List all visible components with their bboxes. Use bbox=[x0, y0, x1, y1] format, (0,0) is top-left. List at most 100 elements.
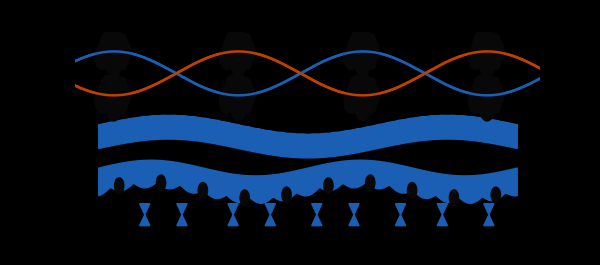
Circle shape bbox=[230, 56, 238, 70]
Circle shape bbox=[344, 46, 358, 69]
Circle shape bbox=[475, 30, 500, 73]
Circle shape bbox=[366, 85, 374, 98]
Polygon shape bbox=[265, 204, 275, 215]
Circle shape bbox=[358, 32, 372, 56]
Circle shape bbox=[480, 79, 488, 92]
Circle shape bbox=[242, 41, 250, 54]
Circle shape bbox=[107, 79, 115, 92]
Circle shape bbox=[359, 30, 367, 43]
Circle shape bbox=[472, 83, 480, 96]
Circle shape bbox=[231, 79, 239, 92]
Circle shape bbox=[480, 97, 494, 121]
Circle shape bbox=[479, 100, 487, 114]
Polygon shape bbox=[349, 215, 359, 226]
Circle shape bbox=[230, 100, 238, 114]
Circle shape bbox=[359, 74, 367, 87]
Circle shape bbox=[468, 46, 482, 69]
Circle shape bbox=[358, 76, 372, 100]
Circle shape bbox=[468, 90, 482, 113]
Circle shape bbox=[362, 97, 369, 110]
Circle shape bbox=[365, 175, 375, 191]
Circle shape bbox=[238, 43, 252, 67]
Circle shape bbox=[107, 35, 115, 48]
Circle shape bbox=[231, 35, 239, 48]
Circle shape bbox=[486, 53, 494, 66]
Circle shape bbox=[348, 83, 356, 96]
Circle shape bbox=[240, 190, 250, 206]
Circle shape bbox=[483, 74, 491, 87]
Circle shape bbox=[231, 97, 245, 121]
Circle shape bbox=[223, 39, 231, 52]
Circle shape bbox=[353, 96, 361, 108]
Circle shape bbox=[490, 83, 504, 107]
Circle shape bbox=[110, 30, 118, 43]
Circle shape bbox=[241, 83, 255, 107]
Circle shape bbox=[472, 39, 480, 52]
Circle shape bbox=[157, 175, 166, 191]
Circle shape bbox=[368, 34, 376, 47]
Polygon shape bbox=[177, 215, 187, 226]
Circle shape bbox=[235, 30, 242, 43]
Circle shape bbox=[237, 97, 245, 110]
Circle shape bbox=[234, 76, 248, 100]
Circle shape bbox=[492, 56, 500, 70]
Polygon shape bbox=[140, 204, 150, 215]
Circle shape bbox=[244, 56, 251, 70]
Circle shape bbox=[100, 76, 115, 99]
Circle shape bbox=[113, 87, 127, 111]
Circle shape bbox=[479, 56, 487, 70]
Circle shape bbox=[226, 74, 251, 117]
Circle shape bbox=[113, 97, 121, 110]
Circle shape bbox=[478, 96, 485, 108]
Circle shape bbox=[101, 30, 127, 73]
Circle shape bbox=[480, 35, 488, 48]
Circle shape bbox=[234, 32, 248, 56]
Circle shape bbox=[238, 87, 252, 111]
Circle shape bbox=[101, 74, 127, 117]
Circle shape bbox=[109, 32, 124, 56]
Polygon shape bbox=[265, 215, 275, 226]
Circle shape bbox=[492, 100, 500, 113]
Circle shape bbox=[231, 53, 245, 77]
Circle shape bbox=[368, 78, 376, 91]
Circle shape bbox=[482, 76, 497, 100]
Circle shape bbox=[225, 32, 239, 55]
Circle shape bbox=[365, 83, 380, 107]
Circle shape bbox=[487, 87, 500, 111]
Circle shape bbox=[113, 43, 127, 67]
Circle shape bbox=[225, 76, 239, 99]
Circle shape bbox=[105, 52, 112, 65]
Circle shape bbox=[487, 43, 500, 67]
Circle shape bbox=[220, 90, 233, 113]
Circle shape bbox=[241, 39, 255, 63]
Polygon shape bbox=[437, 204, 448, 215]
Circle shape bbox=[242, 85, 250, 98]
Circle shape bbox=[362, 43, 376, 67]
Circle shape bbox=[220, 46, 233, 69]
Circle shape bbox=[229, 52, 236, 65]
Circle shape bbox=[99, 39, 107, 52]
Circle shape bbox=[244, 78, 251, 91]
Circle shape bbox=[100, 32, 115, 55]
Polygon shape bbox=[228, 204, 238, 215]
Circle shape bbox=[352, 45, 360, 58]
Circle shape bbox=[324, 178, 333, 193]
Polygon shape bbox=[140, 215, 150, 226]
Polygon shape bbox=[395, 204, 406, 215]
Circle shape bbox=[492, 78, 500, 91]
Circle shape bbox=[350, 30, 376, 73]
Circle shape bbox=[490, 39, 504, 63]
Circle shape bbox=[476, 89, 484, 102]
Circle shape bbox=[99, 83, 107, 96]
Polygon shape bbox=[311, 204, 322, 215]
Circle shape bbox=[198, 183, 208, 198]
Circle shape bbox=[228, 89, 236, 102]
Polygon shape bbox=[311, 215, 322, 226]
Polygon shape bbox=[484, 204, 494, 215]
Circle shape bbox=[355, 100, 363, 114]
Circle shape bbox=[109, 76, 124, 100]
Circle shape bbox=[355, 79, 364, 92]
Circle shape bbox=[344, 90, 358, 113]
Polygon shape bbox=[395, 215, 406, 226]
Circle shape bbox=[407, 183, 417, 198]
